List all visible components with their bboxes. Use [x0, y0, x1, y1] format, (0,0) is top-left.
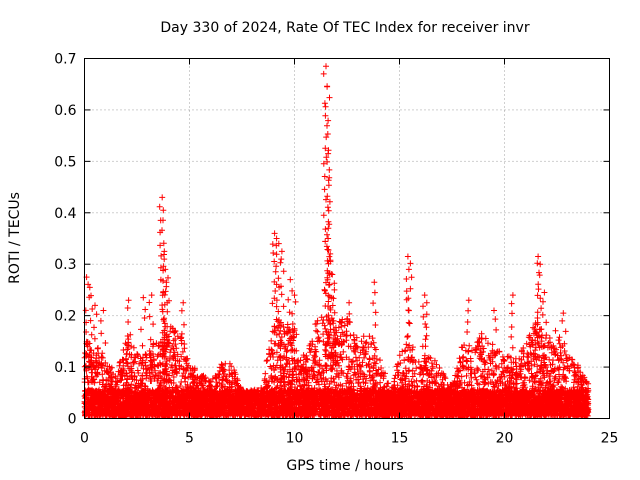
x-tick-label: 20 [496, 431, 514, 447]
y-tick-label: 0.1 [54, 360, 76, 376]
data-points [81, 63, 592, 419]
x-tick-label: 15 [391, 431, 409, 447]
y-tick-labels: 0 0.1 0.2 0.3 0.4 0.5 0.6 0.7 [54, 52, 76, 428]
x-tick-label: 25 [601, 431, 619, 447]
x-tick-label: 10 [286, 431, 304, 447]
roti-point-markers [81, 63, 592, 419]
x-tick-label: 0 [80, 431, 89, 447]
chart-title: Day 330 of 2024, Rate Of TEC Index for r… [160, 20, 529, 36]
plot-frame [84, 58, 610, 419]
y-tick-label: 0 [68, 412, 77, 428]
y-tick-label: 0.4 [54, 206, 76, 222]
y-tick-label: 0.6 [54, 103, 76, 119]
x-tick-label: 5 [185, 431, 194, 447]
y-tick-label: 0.7 [54, 52, 76, 68]
x-tick-labels: 0 5 10 15 20 25 [80, 431, 618, 447]
y-tick-label: 0.5 [54, 154, 76, 170]
y-tick-label: 0.2 [54, 309, 76, 325]
x-axis-label: GPS time / hours [286, 458, 403, 474]
axis-ticks [84, 58, 610, 419]
y-tick-label: 0.3 [54, 257, 76, 273]
y-axis-label: ROTI / TECUs [7, 192, 23, 284]
